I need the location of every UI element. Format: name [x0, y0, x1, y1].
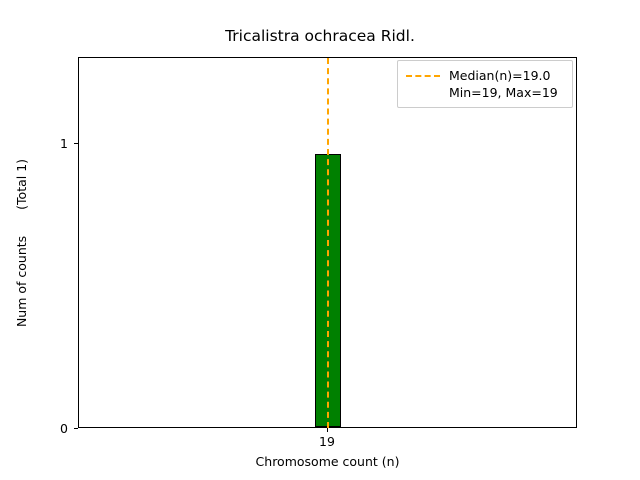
y-axis-label-line1: Num of counts [14, 235, 30, 327]
y-tick-label-0: 0 [60, 421, 68, 436]
median-line [327, 58, 329, 428]
x-tick-label-19: 19 [319, 434, 335, 449]
legend-label-minmax: Min=19, Max=19 [449, 85, 558, 100]
legend-label-median: Median(n)=19.0 [449, 68, 551, 83]
y-axis-label-line2: (Total 1) [14, 158, 30, 210]
y-tick-label-1: 1 [60, 136, 68, 151]
legend: Median(n)=19.0 Min=19, Max=19 [397, 60, 573, 108]
chart-title: Tricalistra ochracea Ridl. [225, 27, 415, 45]
legend-item-minmax: Min=19, Max=19 [406, 84, 564, 101]
legend-item-median: Median(n)=19.0 [406, 67, 564, 84]
plot-area [78, 57, 577, 428]
y-tick-mark-1 [74, 143, 78, 144]
y-axis-label-container: Num of counts (Total 1) [0, 57, 44, 428]
x-axis-label: Chromosome count (n) [255, 454, 400, 469]
dashed-line-icon [406, 69, 440, 83]
y-tick-mark-0 [74, 428, 78, 429]
y-axis-label: Num of counts (Total 1) [14, 158, 30, 326]
x-tick-mark-19 [327, 428, 328, 432]
